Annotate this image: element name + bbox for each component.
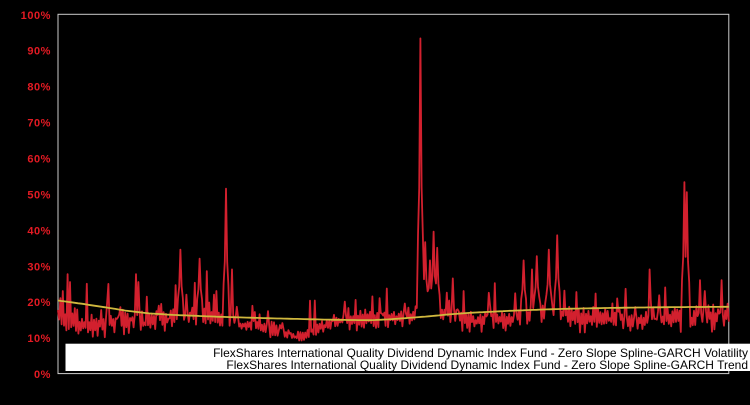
svg-text:40%: 40% (27, 225, 51, 237)
svg-text:20%: 20% (27, 297, 51, 309)
svg-text:30%: 30% (27, 261, 51, 273)
svg-text:90%: 90% (27, 46, 51, 58)
svg-text:FlexShares International Quali: FlexShares International Quality Dividen… (226, 358, 748, 372)
svg-text:100%: 100% (21, 10, 51, 22)
svg-text:10%: 10% (27, 333, 51, 345)
svg-text:70%: 70% (27, 118, 51, 130)
svg-text:50%: 50% (27, 190, 51, 202)
svg-text:60%: 60% (27, 154, 51, 166)
svg-text:80%: 80% (27, 82, 51, 94)
svg-text:0%: 0% (34, 369, 51, 381)
